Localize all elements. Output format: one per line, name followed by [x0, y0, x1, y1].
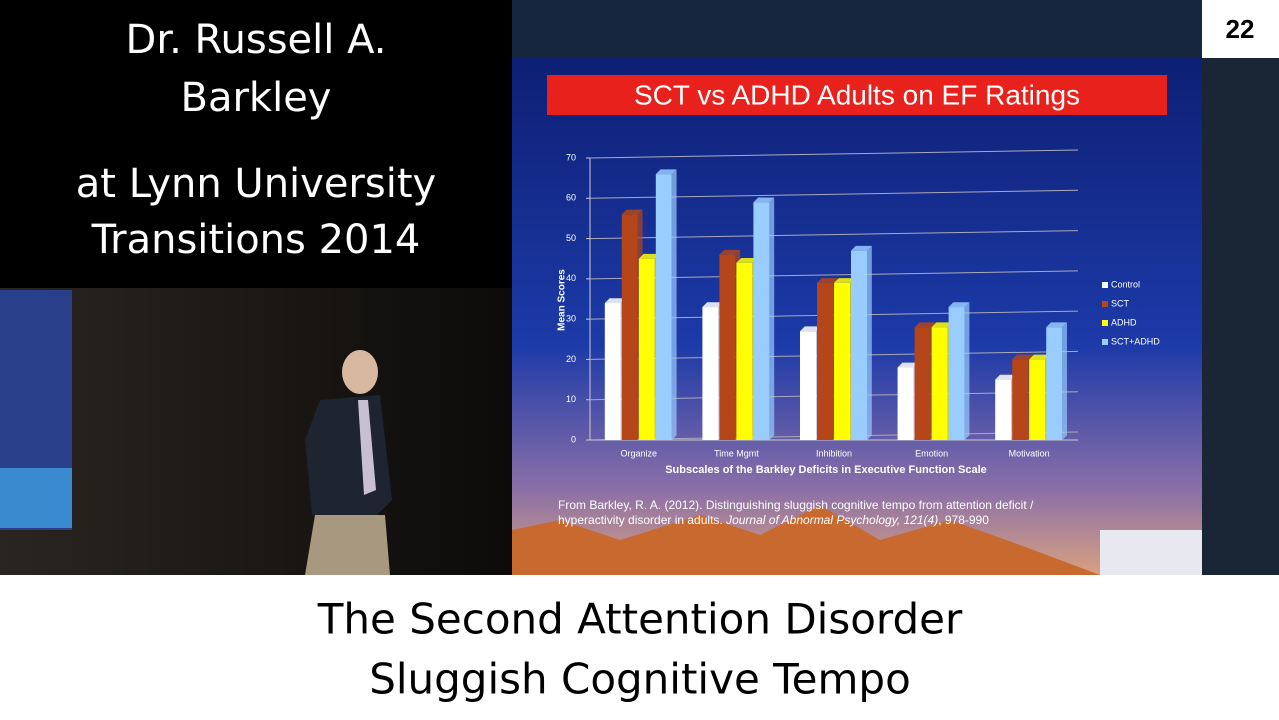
bar-top: [897, 362, 919, 368]
bar-side: [1062, 322, 1067, 440]
slide-number: 22: [1226, 14, 1255, 44]
bar: [753, 202, 770, 440]
screen-edge-light: [0, 468, 72, 528]
x-tick-label: Emotion: [915, 448, 948, 458]
bar: [1012, 359, 1029, 440]
bar-top: [638, 253, 660, 259]
bar-side: [769, 197, 775, 440]
bar-top: [655, 169, 677, 175]
bar-top: [1046, 322, 1067, 328]
venue-line: Transitions 2014: [91, 217, 421, 263]
bar-top: [702, 302, 724, 308]
legend-label: Control: [1111, 279, 1140, 289]
bar-side: [964, 302, 970, 440]
y-tick-label: 40: [566, 273, 576, 283]
bar-top: [1012, 354, 1033, 360]
caption-line: The Second Attention Disorder: [317, 595, 963, 644]
source-pages: , 978-990: [938, 513, 989, 527]
legend-label: ADHD: [1111, 317, 1137, 327]
legend-swatch: [1102, 282, 1108, 288]
bar: [638, 258, 655, 440]
y-axis-label: Mean Scores: [557, 269, 568, 331]
source-text: hyperactivity disorder in adults.: [558, 513, 726, 527]
video-panel: [0, 288, 512, 575]
caption-line: Sluggish Cognitive Tempo: [369, 655, 911, 704]
bar-top: [931, 322, 953, 328]
bar-top: [834, 278, 855, 283]
bar: [1029, 359, 1046, 440]
bar: [655, 174, 672, 440]
y-tick-label: 30: [566, 314, 576, 324]
right-strip: [1202, 0, 1279, 575]
chart-title-banner: [547, 75, 1167, 115]
bar-top: [995, 374, 1016, 380]
slide-corner: [1100, 530, 1202, 575]
bar-top: [1029, 354, 1050, 360]
legend-label: SCT: [1111, 298, 1130, 308]
bar: [719, 254, 736, 440]
x-tick-label: Time Mgmt: [714, 448, 759, 458]
y-tick-label: 10: [566, 394, 576, 404]
bar: [851, 250, 867, 440]
speaker: [305, 350, 392, 575]
y-tick-label: 20: [566, 354, 576, 364]
x-axis-label: Subscales of the Barkley Deficits in Exe…: [665, 464, 987, 476]
bar: [817, 282, 833, 440]
slide-number-box: [1202, 0, 1279, 58]
y-tick-label: 0: [571, 434, 576, 444]
speaker-line: Barkley: [181, 75, 332, 121]
bar-top: [719, 249, 741, 255]
y-tick-label: 50: [566, 233, 576, 243]
x-tick-label: Inhibition: [816, 448, 852, 458]
slide-top: [512, 0, 1202, 58]
bar-side: [867, 245, 872, 440]
bar: [995, 379, 1012, 440]
speaker-line: Dr. Russell A.: [126, 17, 387, 63]
bar: [736, 262, 753, 440]
bar: [931, 327, 948, 440]
mountains: [512, 505, 1100, 575]
bar-side: [671, 169, 677, 441]
bar-top: [621, 209, 643, 215]
bar: [834, 282, 850, 440]
bar: [621, 214, 638, 440]
bar-top: [604, 298, 626, 304]
y-tick-label: 70: [566, 152, 576, 162]
source-journal: Journal of Abnormal Psychology, 121(4): [725, 513, 938, 527]
bar: [948, 307, 965, 440]
bar-top: [851, 245, 872, 251]
venue-line: at Lynn University: [76, 161, 436, 207]
bar-top: [736, 257, 758, 263]
bar: [604, 303, 621, 440]
y-tick-label: 60: [566, 193, 576, 203]
bar: [897, 367, 914, 440]
grid-line: [589, 149, 1079, 159]
bar-top: [800, 326, 821, 332]
legend-swatch: [1102, 339, 1108, 345]
bar-top: [948, 302, 970, 308]
source-line: hyperactivity disorder in adults. Journa…: [558, 513, 989, 527]
x-tick-label: Organize: [621, 448, 658, 458]
source-line: From Barkley, R. A. (2012). Distinguishi…: [558, 498, 1034, 512]
bar: [1046, 327, 1063, 440]
bar: [800, 331, 816, 440]
bar: [914, 327, 931, 440]
bar-top: [753, 197, 775, 203]
chart-title: SCT vs ADHD Adults on EF Ratings: [634, 79, 1080, 110]
legend-swatch: [1102, 320, 1108, 326]
title-panel: [0, 0, 512, 288]
bar-top: [817, 278, 838, 283]
x-tick-label: Motivation: [1009, 448, 1050, 458]
legend-label: SCT+ADHD: [1111, 336, 1160, 346]
bar: [702, 307, 719, 440]
bar-top: [914, 322, 936, 328]
legend-swatch: [1102, 301, 1108, 307]
